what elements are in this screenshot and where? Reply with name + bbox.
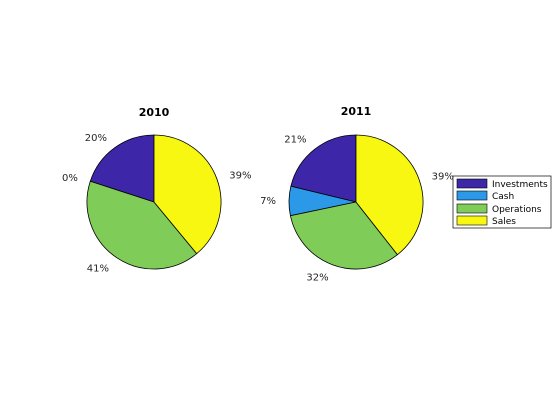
pie-label-sales-2010: 39%	[229, 170, 251, 181]
legend-swatch-operations	[456, 203, 488, 214]
pie-label-cash-2011: 7%	[260, 196, 276, 207]
pie-label-investments-2011: 21%	[284, 135, 306, 146]
legend-item-investments: Investments	[456, 178, 548, 190]
legend-swatch-cash	[456, 190, 488, 201]
pie-slice-investments-2011	[290, 134, 357, 203]
pie-chart-2010: 2010 20% 0% 41% 39%	[62, 106, 252, 275]
pie-slice-investments-2010	[89, 134, 155, 203]
legend-swatch-investments	[456, 178, 488, 189]
pie-label-cash-2010: 0%	[62, 173, 78, 184]
chart-title-2010: 2010	[139, 106, 170, 119]
pie-label-sales-2011: 39%	[432, 171, 454, 182]
pie-slice-operations-2011	[289, 201, 398, 270]
pie-slice-sales-2011	[355, 134, 424, 256]
legend-item-cash: Cash	[456, 190, 514, 202]
pie-slice-sales-2010	[153, 134, 222, 255]
chart-title-2011: 2011	[341, 105, 372, 118]
legend-swatch-sales	[456, 215, 488, 226]
legend: Investments Cash Operations Sales	[452, 175, 552, 229]
legend-label-cash: Cash	[492, 192, 514, 202]
legend-item-operations: Operations	[456, 203, 542, 215]
pie-label-operations-2010: 41%	[87, 264, 109, 275]
pie-label-operations-2011: 32%	[306, 273, 328, 284]
pie-chart-2011: 2011 21% 7% 32% 39%	[260, 105, 454, 284]
legend-label-sales: Sales	[492, 217, 516, 227]
legend-item-sales: Sales	[456, 215, 516, 227]
pie-label-investments-2010: 20%	[85, 133, 107, 144]
legend-label-operations: Operations	[492, 205, 542, 215]
pie-slice-operations-2010	[86, 180, 198, 270]
legend-label-investments: Investments	[492, 180, 548, 190]
